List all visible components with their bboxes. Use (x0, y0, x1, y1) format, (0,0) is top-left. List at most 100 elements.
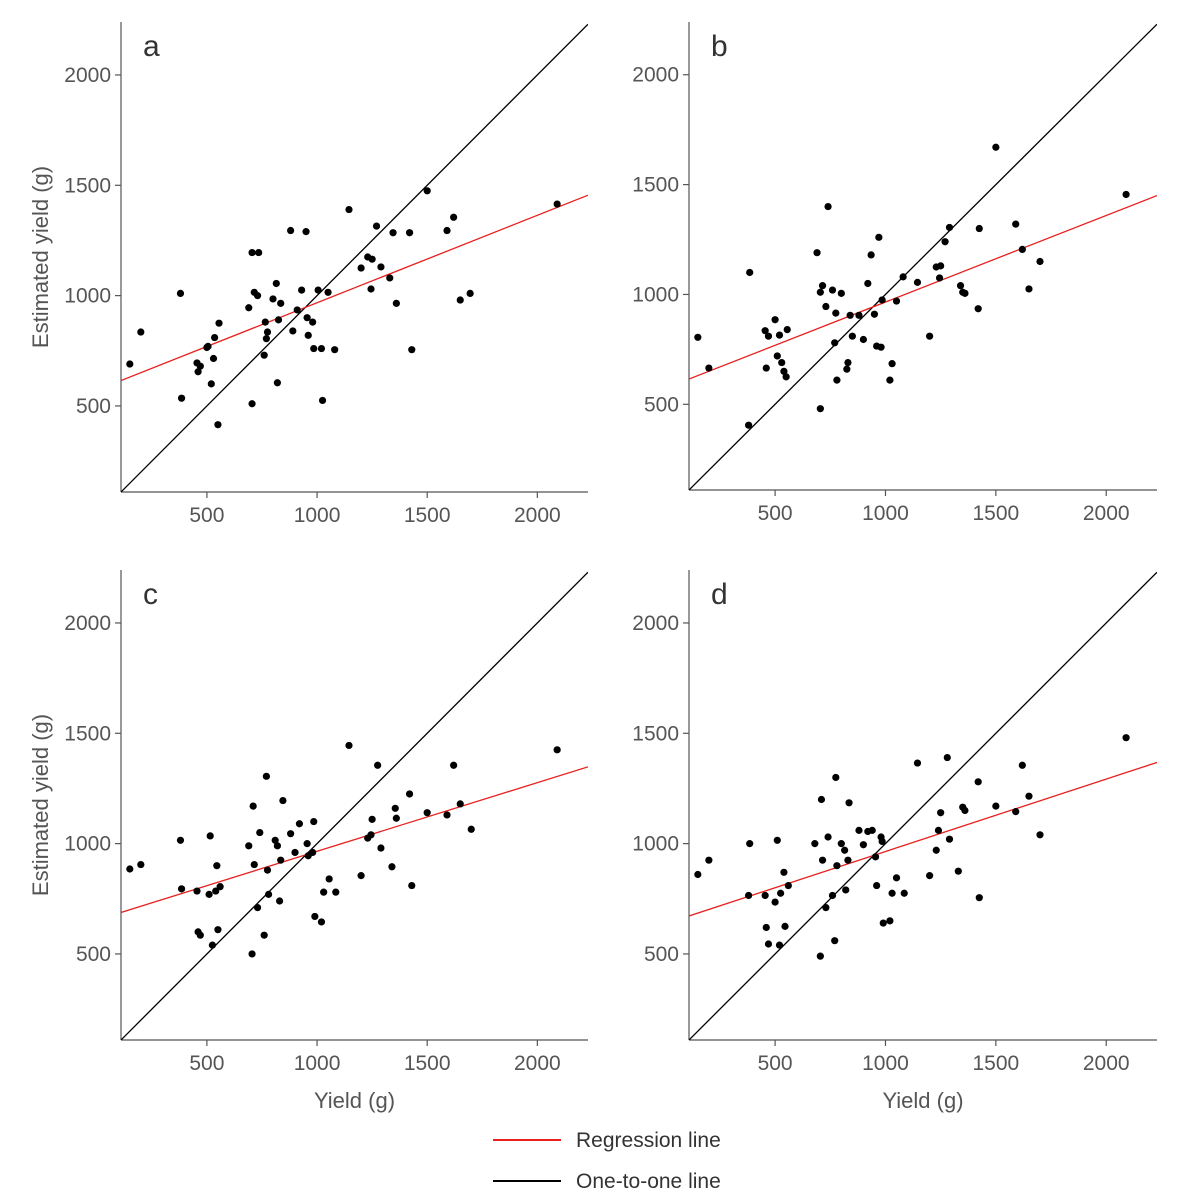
data-point (367, 831, 375, 839)
data-point (833, 376, 841, 384)
data-point (859, 841, 867, 849)
panels: 500 1000 1500 2000 500 1000 1500 2000 a Estimated… (28, 22, 1157, 1113)
data-point (828, 286, 837, 294)
data-point (260, 351, 268, 359)
data-point (392, 299, 400, 307)
data-point (324, 288, 332, 296)
data-point (408, 881, 416, 890)
data-point (1122, 734, 1130, 742)
data-point (745, 891, 753, 900)
data-point (780, 868, 788, 876)
data-point (553, 746, 561, 754)
data-point (408, 346, 416, 354)
data-point (262, 335, 270, 343)
y-tick-label: 1000 (64, 833, 111, 856)
y-axis-title: Estimated yield (g) (28, 166, 53, 348)
data-point (771, 316, 779, 324)
data-point (456, 800, 464, 808)
scatter-points (694, 734, 1130, 960)
data-point (762, 923, 770, 932)
data-point (773, 836, 781, 844)
data-point (879, 919, 887, 927)
data-point (935, 274, 944, 282)
data-point (777, 889, 785, 897)
data-point (276, 897, 284, 905)
data-point (310, 817, 318, 826)
data-point (137, 860, 145, 869)
data-point (954, 867, 962, 875)
one-to-one-line (121, 23, 588, 492)
data-point (831, 339, 839, 347)
data-point (773, 352, 781, 360)
y-tick-label: 2000 (64, 64, 111, 87)
data-point (320, 888, 328, 896)
data-point (253, 292, 262, 300)
data-point (377, 844, 385, 852)
panel-label: c (143, 578, 158, 611)
data-point (298, 286, 306, 294)
data-point (450, 213, 458, 221)
data-point (956, 282, 965, 290)
data-point (206, 832, 214, 840)
data-point (762, 364, 770, 372)
data-point (245, 842, 253, 850)
data-point (303, 840, 311, 848)
data-point (253, 904, 262, 912)
data-point (888, 360, 896, 368)
data-point (926, 872, 934, 880)
data-point (842, 886, 850, 894)
data-point (783, 326, 791, 334)
data-point (816, 952, 824, 960)
data-point (843, 365, 851, 373)
data-point (867, 251, 875, 259)
data-point (255, 248, 263, 257)
data-point (273, 842, 282, 850)
data-point (877, 343, 885, 351)
data-point (992, 802, 1000, 810)
data-point (875, 233, 883, 241)
data-point (845, 799, 853, 807)
data-point (822, 904, 830, 912)
data-point (934, 826, 943, 834)
data-point (746, 840, 754, 848)
data-point (204, 342, 212, 350)
data-point (899, 273, 907, 281)
data-point (391, 804, 399, 812)
data-point (405, 229, 414, 237)
data-point (289, 327, 297, 335)
data-point (214, 926, 222, 934)
data-point (456, 296, 464, 304)
data-point (295, 820, 304, 828)
data-point (272, 279, 280, 288)
data-point (761, 891, 769, 900)
data-point (961, 806, 969, 815)
data-point (871, 853, 880, 861)
data-point (937, 809, 945, 817)
data-point (303, 314, 311, 322)
panel-a: 500 1000 1500 2000 500 1000 1500 2000 a Estimated… (28, 22, 588, 527)
data-point (1036, 831, 1044, 839)
data-point (1018, 761, 1026, 769)
x-tick-label: 1000 (294, 504, 341, 527)
data-point (886, 376, 894, 384)
data-point (261, 318, 269, 326)
panel-d: 500 1000 1500 2000 500 1000 1500 2000 d Yield (g) (632, 570, 1157, 1113)
data-point (357, 264, 365, 272)
data-point (372, 222, 381, 230)
data-point (811, 840, 819, 848)
data-point (892, 874, 901, 882)
data-point (367, 285, 375, 293)
data-point (318, 396, 327, 405)
y-tick-label: 1000 (632, 283, 679, 306)
data-point (216, 883, 224, 891)
data-point (855, 826, 863, 834)
x-tick-label: 2000 (514, 1052, 561, 1075)
data-point (992, 143, 1000, 151)
data-point (357, 872, 365, 880)
data-point (423, 187, 431, 195)
y-axis-title: Estimated yield (g) (28, 714, 53, 896)
data-point (304, 331, 312, 339)
x-tick-label: 1000 (862, 502, 909, 525)
data-point (317, 918, 326, 926)
data-point (974, 778, 982, 786)
